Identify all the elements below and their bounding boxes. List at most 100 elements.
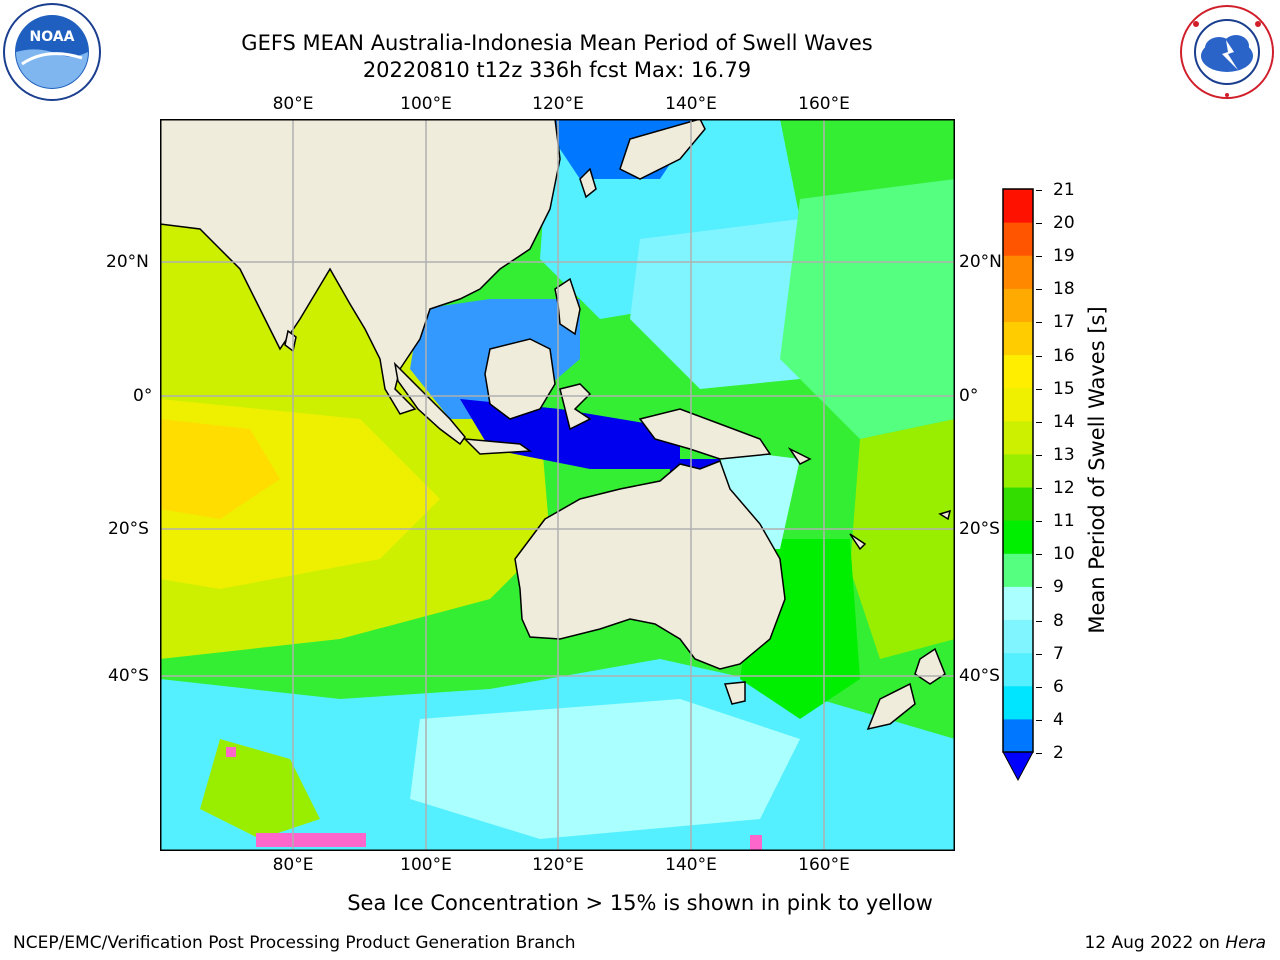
lon-label-top-80e: 80°E (272, 94, 314, 114)
sea-ice-patch-kerguelen (226, 747, 236, 757)
noaa-logo: NOAA (3, 3, 101, 101)
swell-period-map (160, 119, 955, 851)
java (463, 438, 533, 455)
footer-date: 12 Aug 2022 on Hera (1084, 933, 1266, 953)
indian-ocean-max-swell (160, 419, 280, 519)
new-zealand-south (866, 682, 916, 731)
solomon-islands (787, 447, 812, 465)
colorbar-tick-mark (1036, 686, 1042, 688)
tasmania (723, 681, 746, 705)
map-subtitle: 20220810 t12z 336h fcst Max: 16.79 (362, 58, 752, 82)
map-title: GEFS MEAN Australia-Indonesia Mean Perio… (241, 31, 873, 55)
southern-ocean-light-cyan (410, 699, 800, 839)
footer-machine: Hera (1225, 933, 1266, 953)
colorbar-tick-label: 14 (1053, 411, 1075, 432)
southern-ocean-yellowgreen-patch (200, 739, 320, 839)
colorbar-tick-label: 4 (1053, 709, 1064, 730)
colorbar-under-arrow (1002, 751, 1034, 782)
colorbar-tick-mark (1036, 289, 1042, 291)
colorbar-segment (1003, 321, 1033, 356)
colorbar-tick-mark (1036, 421, 1042, 423)
sea-ice-patch-south (256, 833, 366, 847)
colorbar-tick-mark (1036, 322, 1042, 324)
colorbar-tick-label: 21 (1053, 180, 1075, 200)
colorbar-tick-mark (1036, 620, 1042, 622)
colorbar-segment (1003, 487, 1033, 521)
colorbar-tick-mark (1036, 223, 1042, 225)
lat-label-left-40s: 40°S (108, 666, 149, 686)
graticule (160, 119, 955, 851)
lon-label-bottom-140e: 140°E (665, 855, 717, 875)
colorbar-segment (1003, 420, 1033, 455)
colorbar-segment (1003, 685, 1033, 720)
colorbar-tick-label: 12 (1053, 478, 1075, 499)
colorbar-tick-label: 16 (1053, 345, 1075, 366)
lon-label-bottom-160e: 160°E (798, 855, 850, 875)
colorbar-tick-mark (1036, 256, 1042, 258)
colorbar-segment (1003, 453, 1033, 488)
colorbar-label: Mean Period of Swell Waves [s] (1085, 306, 1109, 634)
colorbar-segment (1003, 189, 1033, 223)
colorbar-segment (1003, 553, 1033, 587)
taiwan (579, 167, 597, 199)
lon-label-bottom-120e: 120°E (532, 855, 584, 875)
lon-label-top-100e: 100°E (400, 94, 452, 114)
colorbar-tick-mark (1036, 719, 1042, 721)
lat-label-left-20s: 20°S (108, 519, 149, 539)
colorbar-segment (1003, 619, 1033, 654)
australia (514, 460, 786, 670)
colorbar-ticks: 2 4 6 7 8 9 10 11 12 13 14 15 16 17 18 19 20 21 (1036, 178, 1096, 778)
footer-date-text: 12 Aug 2022 on (1084, 933, 1226, 953)
colorbar-tick-mark (1036, 587, 1042, 589)
colorbar-segment (1003, 520, 1033, 554)
noaa-logo-text: NOAA (30, 29, 75, 45)
colorbar-tick-label: 17 (1053, 312, 1075, 333)
colorbar-tick-label: 9 (1053, 577, 1064, 598)
colorbar-tick-mark (1036, 388, 1042, 390)
sumatra (393, 361, 466, 446)
japan-korea (619, 119, 706, 180)
new-guinea (638, 408, 772, 460)
borneo (484, 338, 556, 420)
colorbar-segment (1003, 652, 1033, 687)
colorbar-tick-mark (1036, 554, 1042, 556)
colorbar (1002, 188, 1034, 782)
colorbar-segment (1003, 255, 1033, 289)
lon-label-bottom-100e: 100°E (400, 855, 452, 875)
new-caledonia (849, 533, 867, 551)
nws-logo (1180, 5, 1274, 99)
map-frame (160, 119, 955, 851)
lat-label-left-0: 0° (133, 386, 153, 406)
sea-ice-note: Sea Ice Concentration > 15% is shown in … (347, 891, 933, 915)
asia-landmass (160, 119, 561, 415)
colorbar-tick-label: 6 (1053, 676, 1064, 697)
colorbar-tick-label: 7 (1053, 643, 1064, 664)
colorbar-tick-label: 20 (1053, 213, 1075, 234)
colorbar-tick-mark (1036, 355, 1042, 357)
colorbar-tick-label: 11 (1053, 511, 1075, 532)
lon-label-top-160e: 160°E (798, 94, 850, 114)
colorbar-frame (1002, 188, 1034, 753)
colorbar-tick-mark (1036, 653, 1042, 655)
colorbar-segment (1003, 222, 1033, 256)
lat-label-right-20n: 20°N (959, 252, 1002, 272)
colorbar-tick-mark (1036, 521, 1042, 523)
fiji (938, 509, 952, 521)
colorbar-tick-label: 2 (1053, 743, 1064, 763)
lon-label-bottom-80e: 80°E (272, 855, 314, 875)
lon-label-top-140e: 140°E (665, 94, 717, 114)
colorbar-tick-mark (1036, 488, 1042, 490)
sea-ice-patch-southeast (750, 835, 762, 851)
colorbar-segment (1003, 288, 1033, 322)
colorbar-tick-mark (1036, 753, 1042, 754)
colorbar-segment (1003, 354, 1033, 389)
colorbar-tick-label: 10 (1053, 544, 1075, 565)
colorbar-segment (1003, 387, 1033, 422)
colorbar-tick-mark (1036, 454, 1042, 456)
lat-label-right-40s: 40°S (959, 666, 1000, 686)
east-coral-sea-swell (850, 419, 955, 659)
lat-label-left-20n: 20°N (106, 252, 149, 272)
lat-label-right-20s: 20°S (959, 519, 1000, 539)
colorbar-tick-mark (1036, 190, 1042, 191)
lon-label-top-120e: 120°E (532, 94, 584, 114)
